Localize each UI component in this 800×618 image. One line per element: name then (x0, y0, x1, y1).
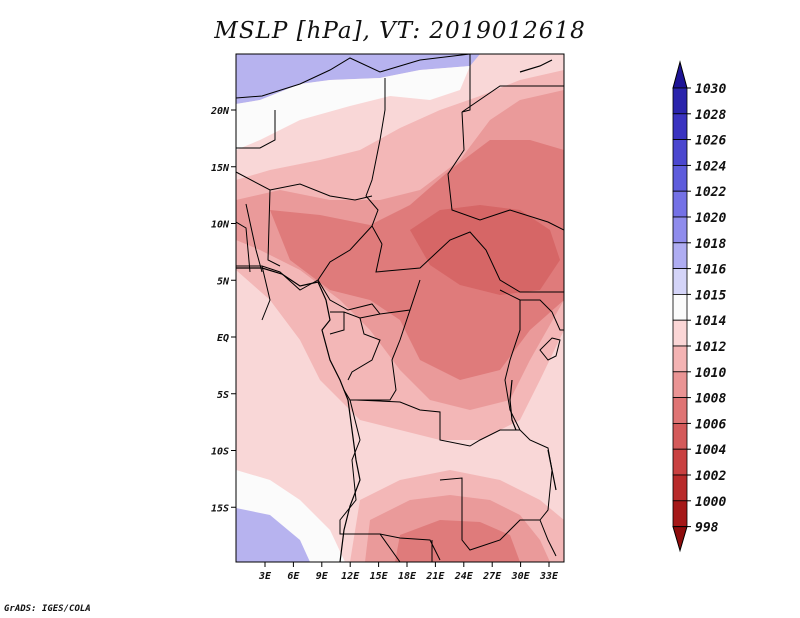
colorbar-box (672, 448, 688, 476)
colorbar-label: 1004 (695, 443, 726, 458)
field-deepest-center (410, 205, 560, 295)
colorbar-label: 1028 (695, 108, 726, 123)
field-deep-center (270, 140, 564, 380)
lon-tick-label: 6E (287, 571, 300, 582)
colorbar-label: 1006 (695, 417, 726, 432)
colorbar-label: 1002 (695, 469, 726, 484)
colorbar-label: 1030 (695, 82, 726, 97)
colorbar-top-triangle (672, 60, 688, 89)
colorbar-label: 998 (695, 521, 719, 536)
field-high-north (236, 54, 480, 104)
lon-tick-label: 3E (258, 571, 272, 582)
lat-tick-label: 5N (217, 276, 230, 287)
colorbar-box (672, 397, 688, 424)
colorbar-label: 1022 (695, 185, 726, 200)
colorbar-box (672, 190, 688, 218)
colorbar-box (672, 139, 688, 166)
colorbar-box (672, 268, 688, 295)
field-deep-south (395, 520, 520, 562)
field-high-sw (236, 508, 310, 562)
lat-tick-label: 15S (211, 503, 229, 514)
colorbar-label: 1012 (695, 340, 726, 355)
colorbar-box (672, 216, 688, 244)
colorbar-label: 1026 (695, 134, 726, 149)
colorbar-box (672, 474, 688, 502)
lon-tick-label: 24E (454, 571, 474, 582)
colorbar-label: 1016 (695, 263, 726, 278)
colorbar-label: 1008 (695, 392, 726, 407)
colorbar-box (672, 242, 688, 270)
lon-tick-label: 18E (398, 571, 417, 582)
colorbar-label: 1010 (695, 366, 726, 381)
grads-credit: GrADS: IGES/COLA (4, 604, 91, 614)
lon-tick-label: 9E (316, 571, 329, 582)
lat-tick-label: 15N (211, 163, 230, 174)
lon-tick-label: 30E (511, 571, 531, 582)
colorbar-bottom-triangle (672, 526, 688, 553)
colorbar-label: 1018 (695, 237, 726, 252)
lat-tick-label: EQ (217, 333, 229, 344)
field-neutral-north (236, 66, 470, 150)
pressure-field (236, 54, 564, 562)
longitude-axis: 3E 6E 9E 12E 15E 18E 21E 24E 27E 30E 33E (258, 562, 559, 582)
colorbar-box (672, 422, 688, 450)
colorbar-box (672, 293, 688, 321)
colorbar-box (672, 113, 688, 141)
lon-tick-label: 12E (341, 571, 360, 582)
lon-tick-label: 15E (370, 571, 389, 582)
colorbar: 1030 1028 1026 1024 1022 1020 1018 1016 1015 1014… (672, 60, 726, 553)
chart-title: MSLP [hPa], VT: 2019012618 (214, 18, 586, 44)
country-borders (236, 54, 564, 562)
colorbar-label: 1015 (695, 288, 726, 303)
colorbar-label: 1000 (695, 495, 726, 510)
latitude-axis: 20N 15N 10N 5N EQ 5S 10S 15S (210, 106, 236, 514)
colorbar-label: 1020 (695, 211, 726, 226)
colorbar-label: 1024 (695, 159, 726, 174)
lat-tick-label: 5S (217, 390, 229, 401)
lon-tick-label: 21E (425, 571, 445, 582)
colorbar-label: 1014 (695, 314, 726, 329)
lat-tick-label: 10N (211, 220, 230, 231)
lon-tick-label: 27E (482, 571, 502, 582)
lon-tick-label: 33E (539, 571, 559, 582)
colorbar-box (672, 319, 688, 347)
colorbar-box (672, 164, 688, 192)
colorbar-box (672, 500, 688, 527)
lat-tick-label: 10S (211, 447, 229, 458)
lat-tick-label: 20N (210, 106, 230, 117)
colorbar-box (672, 87, 688, 115)
coastlines (236, 59, 557, 562)
map-frame (235, 53, 565, 563)
colorbar-box (672, 345, 688, 373)
colorbar-box (672, 371, 688, 398)
